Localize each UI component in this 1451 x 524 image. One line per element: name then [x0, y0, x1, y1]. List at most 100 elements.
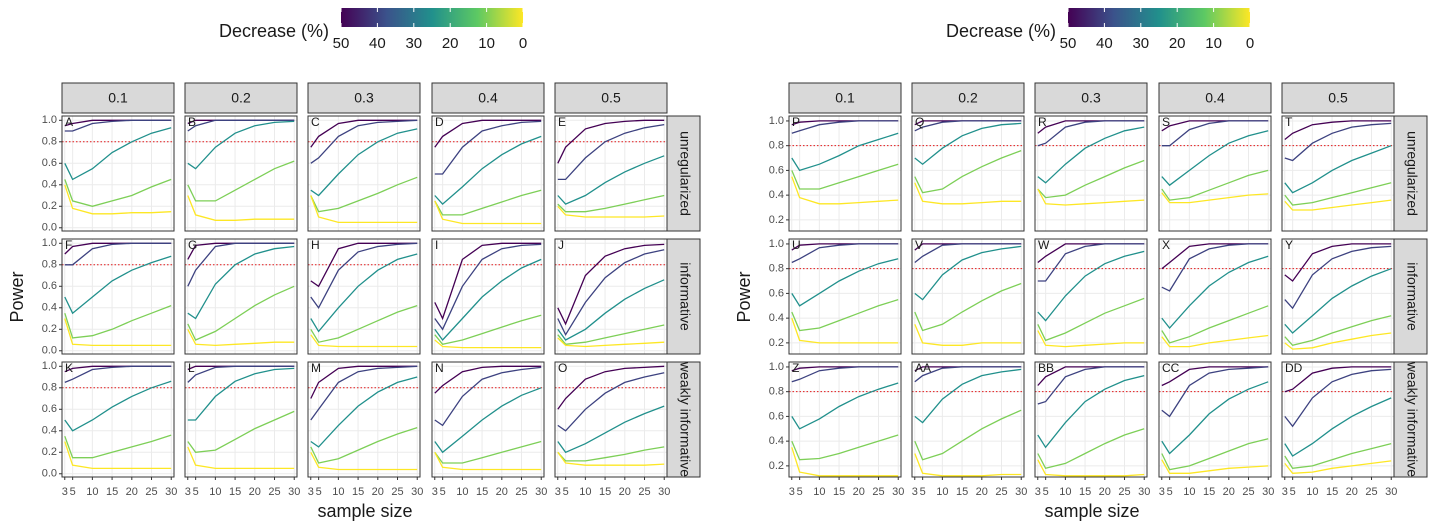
x-tick-label: 10: [1059, 486, 1071, 498]
panel-background: [185, 362, 297, 477]
x-tick-label: 15: [1203, 486, 1215, 498]
panel-background: [432, 239, 544, 354]
y-tick-label: 1.0: [769, 361, 784, 373]
power-curve: [914, 282, 1022, 332]
column-strip: [1034, 82, 1148, 114]
power-curve: [557, 337, 665, 348]
power-curve: [1161, 459, 1269, 474]
y-tick-label: 0.2: [769, 460, 784, 472]
power-curve: [1284, 332, 1392, 350]
x-tick-label: 30: [535, 486, 547, 498]
power-curve: [187, 446, 295, 470]
x-tick-label: 30: [1138, 486, 1150, 498]
x-tick-label: 10: [1183, 486, 1195, 498]
panel-border: [1158, 238, 1272, 355]
panel-border: [307, 361, 421, 478]
panel-label: P: [792, 115, 800, 129]
power-curve: [1161, 120, 1269, 147]
power-curve: [914, 122, 1022, 166]
power-curve: [1284, 122, 1392, 162]
y-tick-label: 0.2: [42, 323, 57, 335]
power-curve: [187, 120, 295, 170]
power-curve: [791, 120, 899, 134]
column-strip: [788, 82, 902, 114]
power-curve: [434, 200, 542, 225]
y-tick-label: 0.4: [42, 302, 57, 314]
y-tick-label: 0.4: [769, 312, 784, 324]
power-curve: [1161, 366, 1269, 418]
column-strip: [554, 82, 668, 114]
power-curve: [310, 242, 418, 310]
x-tick-label: 10: [86, 486, 98, 498]
x-tick-label: 5: [193, 486, 199, 498]
row-strip-label: weakly informative: [1404, 361, 1420, 477]
power-curve: [434, 440, 542, 464]
power-curve: [310, 452, 418, 471]
x-tick-label: 3: [185, 486, 191, 498]
power-curve: [310, 242, 418, 288]
panel-background: [185, 239, 297, 354]
power-curve: [557, 451, 665, 466]
x-tick-label: 3: [1035, 486, 1041, 498]
power-curve: [557, 194, 665, 213]
panel-label: K: [65, 361, 73, 375]
y-tick-label: 0.2: [42, 446, 57, 458]
x-tick-label: 10: [813, 486, 825, 498]
power-curve: [187, 160, 295, 202]
power-curve: [1284, 397, 1392, 457]
colorbar: [341, 8, 523, 27]
panel-border: [61, 115, 175, 232]
panel-label: U: [792, 238, 801, 252]
panel-label: C: [311, 115, 320, 129]
power-curve: [187, 245, 295, 320]
row-strip-label: unregularized: [1404, 131, 1420, 216]
y-tick-label: 0.4: [42, 425, 57, 437]
panel-label: O: [558, 361, 567, 375]
power-curve: [1284, 442, 1392, 469]
x-tick-label: 30: [288, 486, 300, 498]
panel-border: [1158, 361, 1272, 478]
power-curve: [310, 119, 418, 148]
x-tick-label: 5: [797, 486, 803, 498]
power-curve: [64, 178, 172, 207]
column-strip-label: 0.1: [108, 90, 128, 106]
power-curve: [791, 317, 899, 344]
x-tick-label: 15: [476, 486, 488, 498]
y-tick-label: 1.0: [42, 360, 57, 372]
power-curve: [557, 324, 665, 345]
panel-border: [788, 361, 902, 478]
x-tick-label: 15: [229, 486, 241, 498]
panel-border: [1034, 361, 1148, 478]
power-curve: [1284, 199, 1392, 211]
x-tick-label: 25: [872, 486, 884, 498]
y-tick-label: 0.6: [769, 410, 784, 422]
power-curve: [1284, 315, 1392, 347]
panel-label: AA: [915, 361, 931, 375]
power-curve: [1284, 120, 1392, 141]
panel-label: Q: [915, 115, 924, 129]
power-curve: [791, 176, 899, 205]
colorbar: [1068, 8, 1250, 27]
power-curve: [791, 163, 899, 190]
x-tick-label: 25: [515, 486, 527, 498]
x-tick-label: 25: [638, 486, 650, 498]
power-curve: [434, 119, 542, 148]
power-curve: [1161, 130, 1269, 187]
power-curve: [557, 279, 665, 341]
panel-border: [1034, 115, 1148, 232]
power-curve: [914, 324, 1022, 346]
x-tick-label: 30: [165, 486, 177, 498]
panel-border: [911, 115, 1025, 232]
power-curve: [1284, 182, 1392, 206]
x-tick-label: 10: [579, 486, 591, 498]
power-curve: [791, 132, 899, 172]
power-curve: [791, 366, 899, 383]
panel-background: [789, 116, 901, 231]
panel-border: [184, 361, 298, 478]
panel-background: [62, 116, 174, 231]
panel-border: [788, 115, 902, 232]
column-strip: [61, 82, 175, 114]
power-curve: [1037, 243, 1145, 282]
column-strip: [1281, 82, 1395, 114]
column-strip-label: 0.4: [1205, 90, 1225, 106]
